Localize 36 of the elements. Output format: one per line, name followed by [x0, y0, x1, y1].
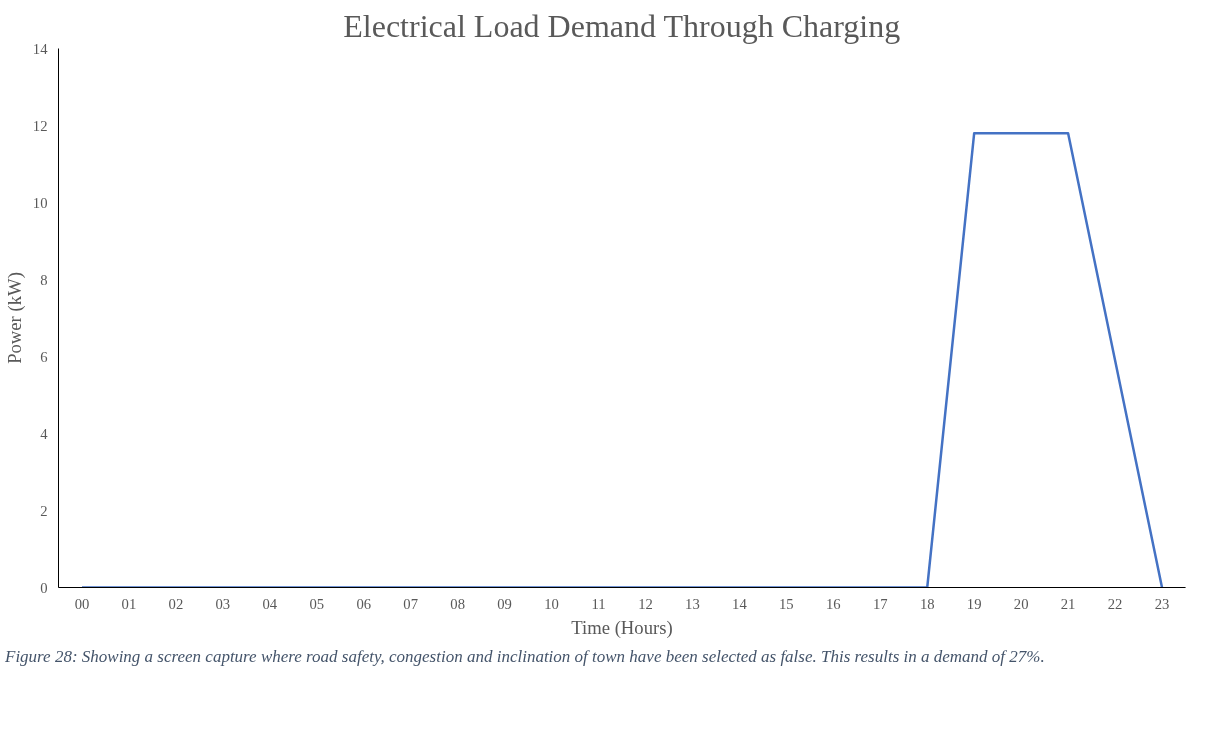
chart-title: Electrical Load Demand Through Charging: [343, 7, 901, 44]
x-tick-label: 03: [215, 595, 231, 612]
x-tick-label: 20: [1013, 595, 1029, 612]
x-axis-title: Time (Hours): [571, 616, 673, 639]
x-tick-label: 22: [1107, 595, 1123, 612]
x-tick-label: 23: [1154, 595, 1170, 612]
y-tick-label: 8: [40, 271, 48, 288]
x-tick-label: 18: [919, 595, 935, 612]
y-tick-label: 0: [40, 579, 48, 596]
x-tick-label: 07: [403, 595, 419, 612]
x-tick-label: 02: [168, 595, 184, 612]
x-tick-label: 08: [450, 595, 465, 612]
y-axis-title: Power (kW): [3, 272, 26, 364]
x-tick-label: 11: [591, 595, 606, 612]
x-tick-label: 16: [825, 595, 841, 612]
x-tick-label: 06: [356, 595, 372, 612]
y-tick-label: 10: [32, 194, 48, 211]
y-tick-label: 12: [32, 117, 48, 134]
x-tick-label: 14: [732, 595, 748, 612]
x-tick-label: 05: [309, 595, 325, 612]
x-tick-label: 13: [685, 595, 700, 612]
x-tick-label: 10: [544, 595, 559, 612]
x-tick-label: 04: [262, 595, 278, 612]
x-tick-label: 21: [1060, 595, 1076, 612]
x-tick-label: 15: [779, 595, 794, 612]
y-tick-label: 6: [40, 348, 48, 365]
x-tick-label: 01: [121, 595, 137, 612]
x-tick-label: 19: [966, 595, 982, 612]
x-tick-label: 00: [74, 595, 90, 612]
y-tick-label: 4: [40, 425, 49, 442]
y-tick-label: 14: [32, 40, 49, 57]
x-tick-label: 09: [497, 595, 512, 612]
x-tick-label: 12: [638, 595, 653, 612]
y-tick-label: 2: [40, 502, 48, 519]
x-tick-label: 17: [872, 595, 888, 612]
caption: Figure 28: Showing a screen capture where road safety, congestion and inclination of town have been selected as false. This results in a demand of 27%.: [5, 646, 1045, 668]
